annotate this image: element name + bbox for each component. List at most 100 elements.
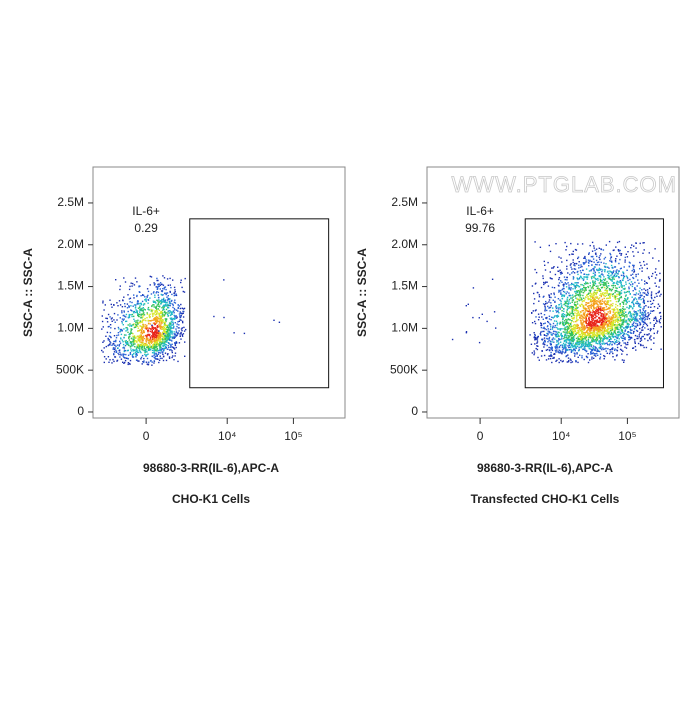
event [563,321,565,324]
event [655,285,657,287]
event [609,343,611,345]
event [634,319,637,321]
event [605,283,607,285]
event [564,347,566,349]
event [652,299,655,302]
event [573,349,576,351]
event [121,306,124,308]
event [130,314,132,316]
event [168,310,170,312]
event [572,328,575,330]
event [574,285,577,287]
event [124,303,126,305]
event [136,310,139,312]
event [642,252,644,254]
event [631,323,634,326]
event [646,318,648,320]
event [136,321,139,323]
event [653,310,655,312]
event [625,299,628,302]
event [595,355,597,357]
event [164,331,166,333]
event [157,339,160,341]
event [601,342,603,345]
event [641,314,643,316]
event [598,272,600,274]
event [141,339,143,341]
event [602,347,604,349]
event [542,275,544,277]
event [603,310,605,312]
event [561,272,563,274]
event [617,308,619,310]
event [630,316,633,318]
event [573,321,575,323]
event [545,328,548,331]
event [572,350,574,352]
event [559,290,561,292]
event [549,355,551,357]
event [146,339,149,341]
event [164,340,166,343]
event [140,338,142,340]
event [541,316,543,318]
event [113,335,116,337]
event [629,306,631,308]
event [595,313,597,315]
event [564,302,567,304]
event [623,333,625,335]
event [638,334,640,336]
event [154,347,156,349]
event [593,298,595,301]
event [550,355,553,357]
event [171,343,173,345]
event [155,330,157,332]
event [135,352,138,355]
event [577,257,579,260]
event [642,321,645,323]
event [593,293,595,296]
event [574,264,576,267]
event [596,290,598,292]
event [154,356,156,358]
event [644,321,646,324]
event [617,300,620,303]
event [128,333,130,336]
event [641,270,643,272]
event [609,252,611,255]
event [624,336,626,339]
event [133,320,136,322]
event [614,359,616,361]
event [597,279,599,281]
event [169,325,171,327]
event [142,339,144,342]
event [585,318,587,320]
event [151,327,154,330]
event [607,333,609,335]
event [135,353,138,355]
event [617,316,619,319]
event [621,323,623,325]
event [579,298,581,300]
event [541,330,543,333]
event [633,271,635,273]
event [594,328,597,330]
event [623,327,625,329]
event [599,312,601,314]
event [639,327,641,330]
event [632,268,635,270]
event [587,328,589,331]
event [149,330,151,333]
event [645,313,647,315]
event [594,320,596,322]
event [546,316,548,319]
event [119,330,122,332]
event [621,310,623,312]
event [639,309,641,312]
event [582,319,584,321]
event [591,264,593,266]
event [604,295,606,297]
event [553,293,555,296]
event [139,341,141,343]
event [163,331,165,333]
